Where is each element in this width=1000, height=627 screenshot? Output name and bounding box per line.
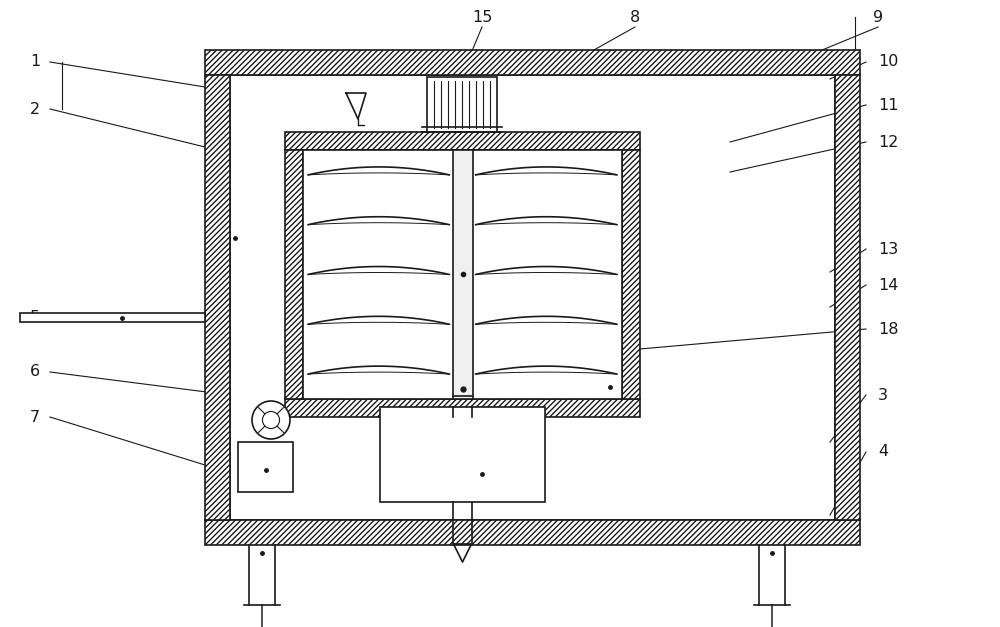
Text: 15: 15 bbox=[472, 9, 492, 24]
Bar bbox=[230, 75, 835, 520]
Bar bbox=[453, 150, 473, 399]
Text: 18: 18 bbox=[878, 322, 898, 337]
Bar bbox=[205, 50, 860, 75]
Text: 4: 4 bbox=[878, 445, 888, 460]
Bar bbox=[622, 150, 640, 399]
Bar bbox=[20, 313, 205, 322]
Text: 2: 2 bbox=[30, 102, 40, 117]
Text: 14: 14 bbox=[878, 278, 898, 293]
Text: 5: 5 bbox=[30, 310, 40, 325]
Bar bbox=[205, 520, 860, 545]
Circle shape bbox=[252, 401, 290, 439]
Bar bbox=[380, 407, 545, 502]
Bar bbox=[205, 75, 230, 520]
Text: 8: 8 bbox=[630, 9, 640, 24]
Bar bbox=[285, 132, 640, 150]
Bar bbox=[238, 442, 293, 492]
Text: 9: 9 bbox=[873, 9, 883, 24]
Text: 3: 3 bbox=[878, 387, 888, 403]
Text: 10: 10 bbox=[878, 55, 898, 70]
Bar bbox=[285, 399, 640, 417]
Text: 12: 12 bbox=[878, 135, 898, 149]
Bar bbox=[303, 150, 622, 399]
Bar bbox=[427, 77, 497, 132]
Text: 11: 11 bbox=[878, 98, 898, 112]
Text: 7: 7 bbox=[30, 409, 40, 424]
Circle shape bbox=[262, 411, 280, 428]
Text: 1: 1 bbox=[30, 55, 40, 70]
Text: 6: 6 bbox=[30, 364, 40, 379]
Bar bbox=[835, 75, 860, 520]
Bar bbox=[285, 150, 303, 399]
Text: 13: 13 bbox=[878, 241, 898, 256]
